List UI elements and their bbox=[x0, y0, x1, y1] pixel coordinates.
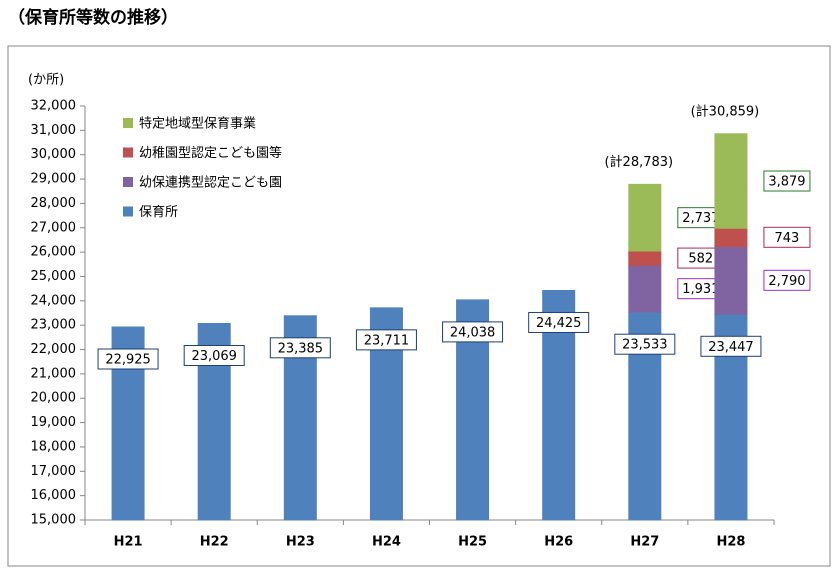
bar-segment bbox=[628, 264, 662, 313]
bar-segment bbox=[628, 183, 662, 252]
chart-frame bbox=[7, 45, 831, 567]
value-label: 2,737 bbox=[682, 211, 719, 226]
y-tick-label: 30,000 bbox=[31, 147, 77, 162]
y-tick-label: 28,000 bbox=[31, 196, 77, 211]
y-tick-label: 21,000 bbox=[31, 366, 77, 381]
y-axis-label: (か所) bbox=[28, 73, 64, 88]
x-tick-label: H25 bbox=[458, 535, 487, 550]
legend-swatch bbox=[123, 147, 133, 158]
legend-label: 保育所 bbox=[139, 204, 178, 220]
legend-swatch bbox=[123, 206, 133, 217]
value-label: 3,879 bbox=[768, 175, 805, 190]
value-label: 743 bbox=[775, 231, 800, 246]
total-label: (計28,783) bbox=[604, 154, 673, 170]
x-tick-label: H27 bbox=[630, 535, 659, 550]
value-label: 23,711 bbox=[364, 333, 410, 348]
x-tick-label: H26 bbox=[544, 535, 573, 550]
legend-swatch bbox=[123, 177, 133, 187]
y-tick-label: 24,000 bbox=[31, 293, 77, 308]
y-tick-label: 25,000 bbox=[31, 269, 77, 284]
legend-label: 特定地域型保育事業 bbox=[139, 116, 256, 132]
legend-swatch bbox=[123, 118, 133, 128]
bar-segment bbox=[714, 133, 748, 229]
value-label-box bbox=[763, 226, 811, 248]
y-tick-label: 27,000 bbox=[31, 220, 77, 235]
legend-label: 幼稚園型認定こども園等 bbox=[139, 145, 282, 161]
y-tick-label: 15,000 bbox=[31, 513, 77, 528]
x-tick-label: H21 bbox=[114, 535, 143, 550]
value-label-box bbox=[97, 348, 159, 370]
value-label-box bbox=[614, 333, 676, 355]
value-label: 22,925 bbox=[105, 353, 151, 368]
value-label-box bbox=[528, 311, 590, 333]
y-tick-label: 22,000 bbox=[31, 342, 77, 357]
value-label-box bbox=[355, 329, 417, 351]
value-label: 24,038 bbox=[450, 325, 496, 340]
legend-label: 幼保連携型認定こども園 bbox=[139, 175, 282, 191]
value-label-box bbox=[442, 321, 504, 343]
y-tick-label: 31,000 bbox=[31, 123, 77, 138]
value-label: 2,790 bbox=[768, 274, 805, 289]
total-label: (計30,859) bbox=[691, 103, 760, 119]
y-tick-label: 32,000 bbox=[31, 99, 77, 114]
bar-segment bbox=[714, 227, 748, 247]
y-tick-label: 16,000 bbox=[31, 488, 77, 503]
value-label: 23,447 bbox=[708, 340, 754, 355]
value-label-box bbox=[763, 269, 811, 291]
y-tick-label: 18,000 bbox=[31, 439, 77, 454]
y-tick-label: 17,000 bbox=[31, 464, 77, 479]
y-tick-label: 29,000 bbox=[31, 172, 77, 187]
value-label: 23,385 bbox=[278, 341, 324, 356]
value-label: 582 bbox=[688, 252, 713, 267]
y-tick-label: 19,000 bbox=[31, 415, 77, 430]
bar-segment bbox=[714, 245, 748, 315]
y-tick-label: 26,000 bbox=[31, 245, 77, 260]
y-tick-label: 20,000 bbox=[31, 391, 77, 406]
x-tick-label: H24 bbox=[372, 535, 401, 550]
bar-segment bbox=[628, 250, 662, 266]
value-label: 1,931 bbox=[682, 282, 719, 297]
value-label-box bbox=[700, 335, 762, 357]
value-label-box bbox=[269, 337, 331, 359]
value-label-box bbox=[763, 170, 811, 192]
chart-title: （保育所等数の推移） bbox=[8, 7, 178, 28]
y-tick-label: 23,000 bbox=[31, 318, 77, 333]
value-label: 24,425 bbox=[536, 316, 582, 331]
x-tick-label: H23 bbox=[286, 535, 315, 550]
x-tick-label: H22 bbox=[200, 535, 229, 550]
value-label: 23,069 bbox=[191, 349, 237, 364]
value-label: 23,533 bbox=[622, 338, 668, 353]
x-tick-label: H28 bbox=[716, 535, 745, 550]
value-label-box bbox=[183, 344, 245, 366]
